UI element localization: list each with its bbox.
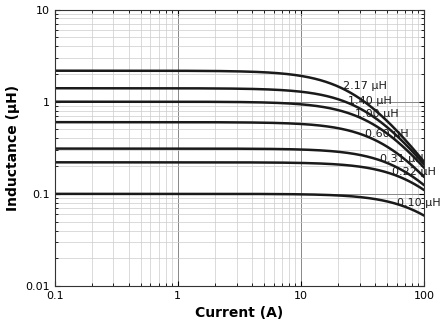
Text: 0.10 μH: 0.10 μH xyxy=(397,198,441,208)
Text: 0.31 μH: 0.31 μH xyxy=(380,154,424,164)
Text: 1.40 μH: 1.40 μH xyxy=(348,96,392,106)
Text: 0.22 μH: 0.22 μH xyxy=(392,168,436,177)
Text: 0.60 μH: 0.60 μH xyxy=(365,129,409,139)
Text: 2.17 μH: 2.17 μH xyxy=(343,82,387,92)
Y-axis label: Inductance (μH): Inductance (μH) xyxy=(5,85,20,211)
Text: 1.00 μH: 1.00 μH xyxy=(355,109,399,119)
X-axis label: Current (A): Current (A) xyxy=(195,306,284,320)
